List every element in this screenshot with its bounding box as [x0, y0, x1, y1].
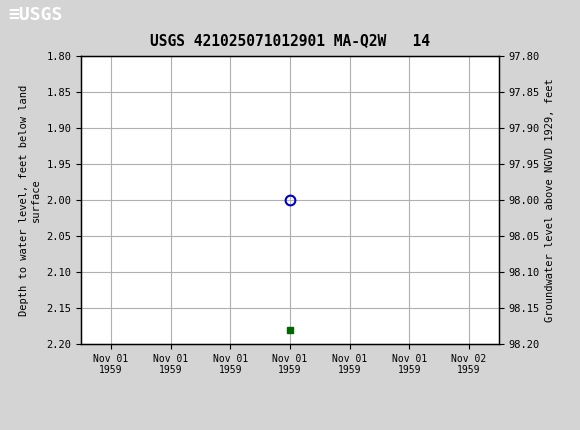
Text: USGS 421025071012901 MA-Q2W   14: USGS 421025071012901 MA-Q2W 14 [150, 34, 430, 48]
Y-axis label: Groundwater level above NGVD 1929, feet: Groundwater level above NGVD 1929, feet [545, 78, 555, 322]
Text: ≡USGS: ≡USGS [9, 6, 63, 24]
Y-axis label: Depth to water level, feet below land
surface: Depth to water level, feet below land su… [19, 84, 41, 316]
